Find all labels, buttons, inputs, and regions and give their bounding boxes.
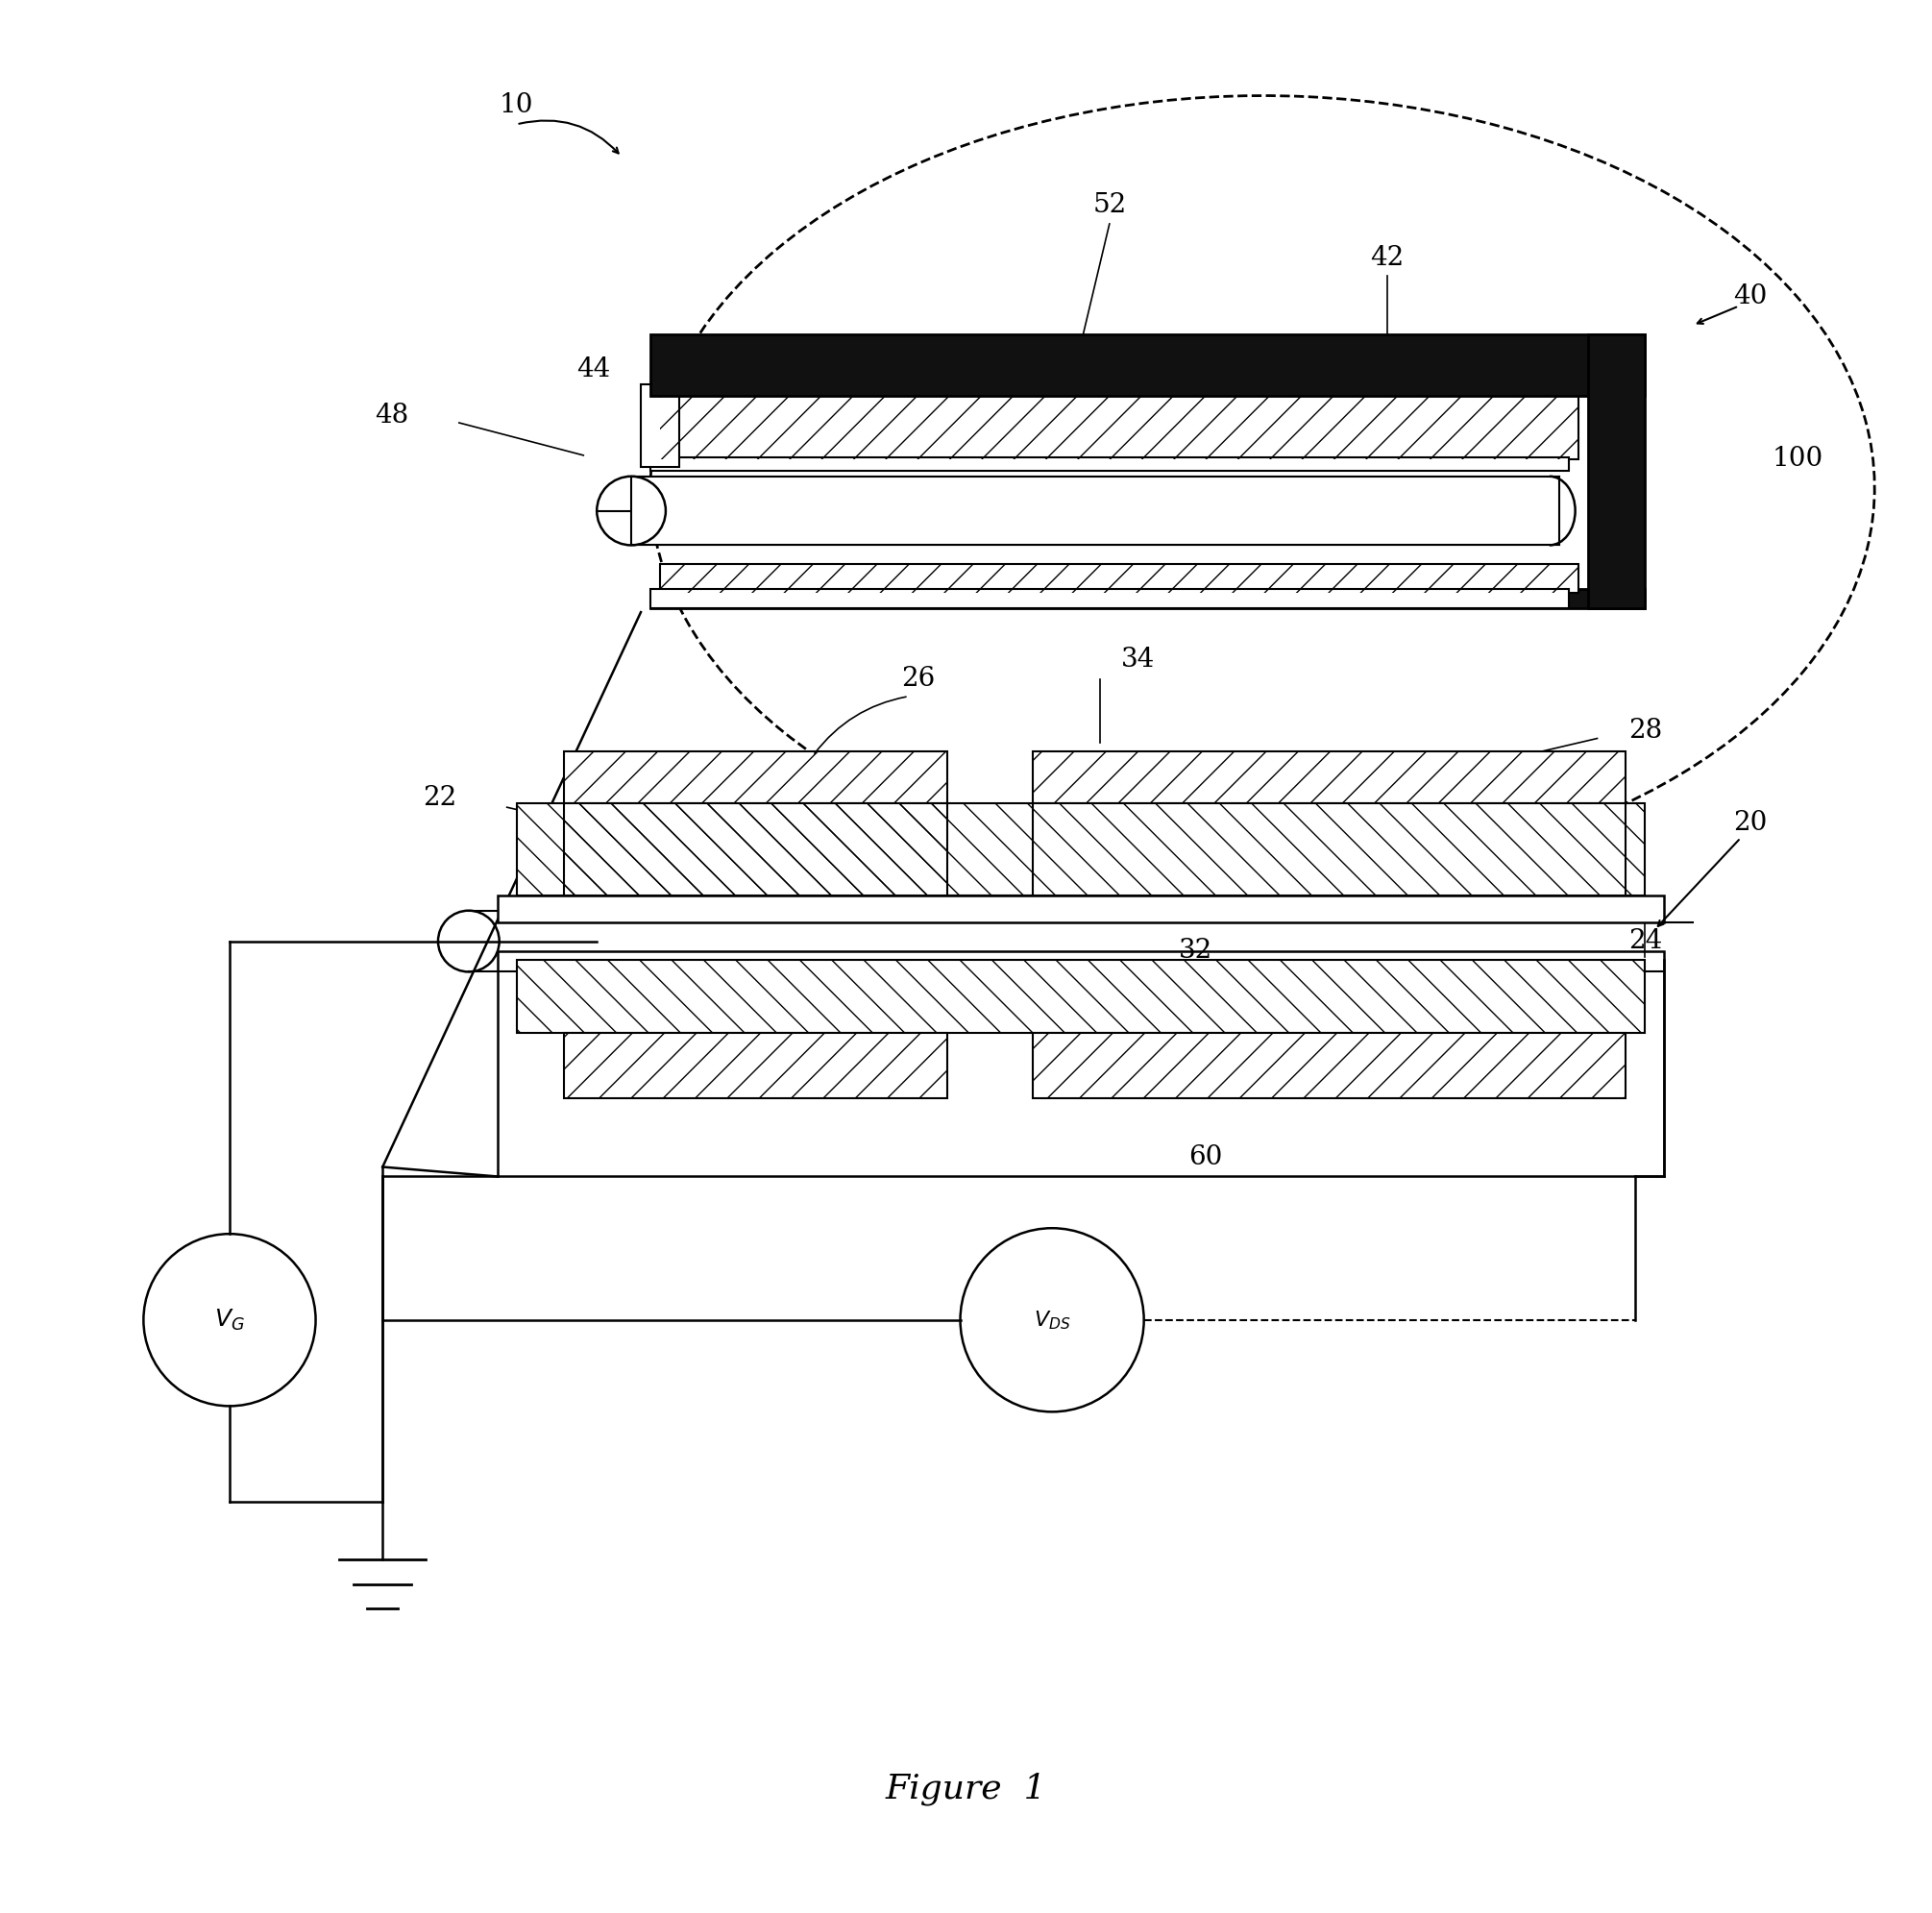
Text: 28: 28 (1629, 717, 1662, 744)
Text: 48: 48 (375, 402, 410, 429)
Text: 10: 10 (500, 92, 533, 119)
Text: 24: 24 (1629, 928, 1662, 955)
Bar (1034, 1033, 1627, 1098)
Bar (564, 1033, 947, 1098)
Bar (641, 385, 678, 467)
Text: 60: 60 (1188, 1144, 1223, 1171)
Bar (1034, 752, 1627, 803)
Bar (661, 396, 1578, 459)
Bar (497, 895, 1663, 922)
Bar (564, 752, 947, 803)
Bar (632, 476, 1559, 545)
Text: 26: 26 (900, 666, 935, 693)
Text: $V_{DS}$: $V_{DS}$ (1034, 1308, 1070, 1331)
Bar (564, 803, 947, 895)
Text: 20: 20 (1733, 809, 1768, 836)
Bar (516, 803, 1644, 895)
Bar (516, 960, 1644, 1033)
Bar (1034, 752, 1627, 803)
Bar (497, 951, 1663, 1176)
Bar (651, 335, 1644, 396)
Bar (651, 457, 1569, 471)
Bar (564, 1033, 947, 1098)
Bar (516, 803, 1644, 895)
Bar (651, 589, 1569, 608)
Text: 34: 34 (1121, 647, 1155, 673)
Text: 32: 32 (1179, 937, 1213, 964)
Text: 100: 100 (1772, 446, 1824, 473)
Bar (1034, 803, 1627, 895)
Bar (661, 396, 1578, 459)
Text: 52: 52 (1092, 191, 1126, 218)
Text: 44: 44 (576, 356, 611, 383)
Bar (516, 960, 1644, 1033)
Bar (564, 803, 947, 895)
Text: Figure  1: Figure 1 (885, 1771, 1047, 1806)
Bar (1034, 803, 1627, 895)
Text: 40: 40 (1733, 283, 1768, 310)
Bar (661, 564, 1578, 593)
Text: $V_G$: $V_G$ (214, 1307, 245, 1333)
Text: 22: 22 (423, 784, 456, 811)
Bar (564, 752, 947, 803)
Bar (661, 564, 1578, 593)
Bar (1588, 335, 1644, 608)
Bar (1034, 1033, 1627, 1098)
Text: 42: 42 (1370, 245, 1405, 272)
Bar (651, 589, 1644, 608)
